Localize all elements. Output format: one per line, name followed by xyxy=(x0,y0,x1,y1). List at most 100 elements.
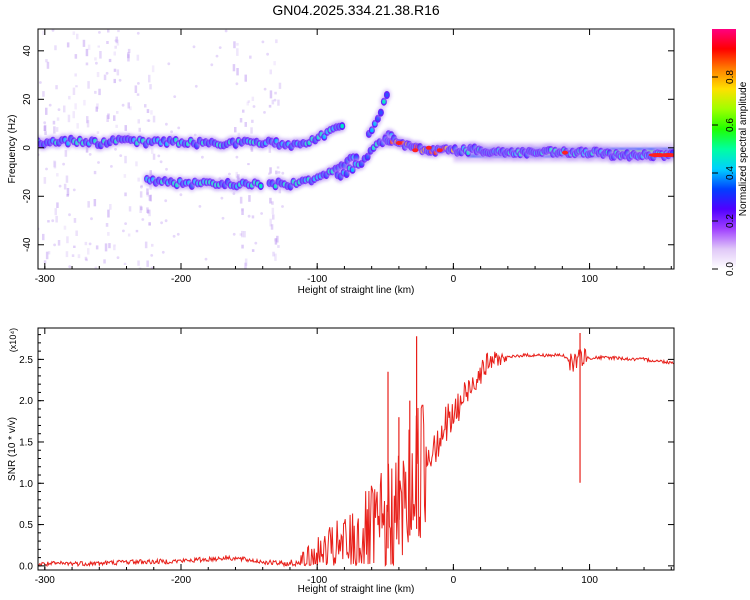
noise-speckle xyxy=(276,166,280,169)
snr-frame xyxy=(37,327,675,571)
noise-speckle xyxy=(107,232,110,236)
noise-speckle xyxy=(236,174,240,182)
noise-speckle xyxy=(170,130,174,134)
noise-speckle xyxy=(96,131,100,134)
noise-speckle xyxy=(152,153,156,160)
noise-speckle xyxy=(228,172,231,176)
noise-speckle xyxy=(235,155,239,159)
noise-speckle xyxy=(274,253,277,261)
noise-speckle xyxy=(48,103,52,107)
noise-speckle xyxy=(93,199,97,207)
noise-speckle xyxy=(136,54,140,61)
noise-speckle xyxy=(149,84,152,90)
noise-speckle xyxy=(55,85,58,90)
noise-speckle xyxy=(268,104,272,108)
noise-speckle xyxy=(72,87,76,95)
noise-speckle xyxy=(278,82,282,89)
colorbar-ticks: 0.0 0.2 0.4 0.6 0.8 xyxy=(712,70,736,276)
noise-speckle xyxy=(165,167,168,171)
noise-speckle xyxy=(198,205,202,208)
spectrogram-x-tick-label: 0 xyxy=(451,274,457,285)
noise-speckle xyxy=(234,127,237,133)
noise-speckle xyxy=(117,30,120,33)
noise-speckle xyxy=(281,205,284,208)
noise-speckle xyxy=(269,197,272,204)
noise-speckle xyxy=(236,42,239,46)
noise-speckle xyxy=(84,241,88,246)
noise-speckle xyxy=(276,235,279,243)
noise-speckle xyxy=(108,58,112,63)
noise-speckle xyxy=(269,90,273,99)
noise-speckle xyxy=(148,209,151,217)
noise-speckle xyxy=(103,74,107,81)
trace-core xyxy=(385,92,389,98)
noise-speckle xyxy=(104,243,108,252)
snr-panel: -300 -200 -100 0 100 0.0 0.5 1.0 1.5 2.0 2.5 Heig… xyxy=(7,327,675,595)
spectrogram-x-tick-label: 100 xyxy=(581,274,598,285)
noise-speckle xyxy=(247,163,250,166)
noise-speckle xyxy=(204,257,208,261)
noise-speckle xyxy=(176,232,180,236)
noise-speckle xyxy=(53,161,57,169)
noise-speckle xyxy=(232,192,236,196)
noise-speckle xyxy=(67,114,71,123)
noise-speckle xyxy=(124,222,127,226)
noise-speckle xyxy=(146,119,150,122)
noise-speckle xyxy=(236,175,240,179)
snr-plot-area xyxy=(38,328,674,570)
noise-speckle xyxy=(244,258,248,266)
noise-speckle xyxy=(113,51,116,56)
snr-x-tick-label: -200 xyxy=(171,575,191,586)
noise-speckle xyxy=(134,85,138,93)
noise-speckle xyxy=(164,219,168,223)
noise-speckle xyxy=(55,215,58,223)
spectrogram-y-tick-label: 0 xyxy=(22,145,33,151)
noise-speckle xyxy=(140,184,143,187)
noise-speckle xyxy=(119,154,123,158)
noise-speckle xyxy=(106,115,109,122)
noise-speckle xyxy=(106,41,109,44)
colorbar-tick-label: 0.4 xyxy=(725,166,736,180)
noise-speckle xyxy=(113,245,116,251)
noise-speckle xyxy=(42,30,45,35)
noise-speckle xyxy=(39,81,42,84)
noise-speckle xyxy=(241,230,244,238)
noise-speckle xyxy=(55,127,59,132)
noise-speckle xyxy=(65,251,69,258)
spectrogram-x-ticks: -300 -200 -100 0 100 xyxy=(35,29,672,285)
noise-speckle xyxy=(66,42,70,48)
noise-speckle xyxy=(268,146,272,153)
noise-speckle xyxy=(220,196,224,200)
noise-speckle xyxy=(96,72,100,78)
colorbar-tick-label: 0.0 xyxy=(725,262,736,276)
noise-speckle xyxy=(115,124,118,128)
noise-speckle xyxy=(201,155,204,159)
noise-speckle xyxy=(160,221,164,225)
noise-speckle xyxy=(43,121,47,125)
trace-core xyxy=(259,183,263,189)
noise-speckle xyxy=(275,170,278,175)
noise-speckle xyxy=(82,39,86,47)
snr-y-tick-label: 2.5 xyxy=(19,355,33,366)
noise-speckle xyxy=(260,212,263,215)
noise-speckle xyxy=(85,62,89,66)
noise-speckle xyxy=(148,222,151,225)
noise-speckle xyxy=(105,71,109,75)
noise-speckle xyxy=(127,233,131,237)
spectrogram-x-tick-label: -200 xyxy=(171,274,191,285)
noise-speckle xyxy=(151,243,154,247)
noise-speckle xyxy=(42,91,45,97)
noise-speckle xyxy=(242,109,245,113)
noise-speckle xyxy=(147,119,151,122)
noise-speckle xyxy=(161,250,165,254)
noise-speckle xyxy=(103,259,106,264)
noise-speckle xyxy=(278,188,282,194)
noise-speckle xyxy=(45,59,48,63)
spectrogram-frame xyxy=(37,28,675,270)
noise-speckle xyxy=(53,126,56,134)
colorbar-label: Normalized spectral amplitude xyxy=(738,81,749,216)
noise-speckle xyxy=(94,90,97,94)
snr-marks xyxy=(38,332,674,568)
noise-speckle xyxy=(157,154,161,158)
noise-speckle xyxy=(239,118,243,123)
